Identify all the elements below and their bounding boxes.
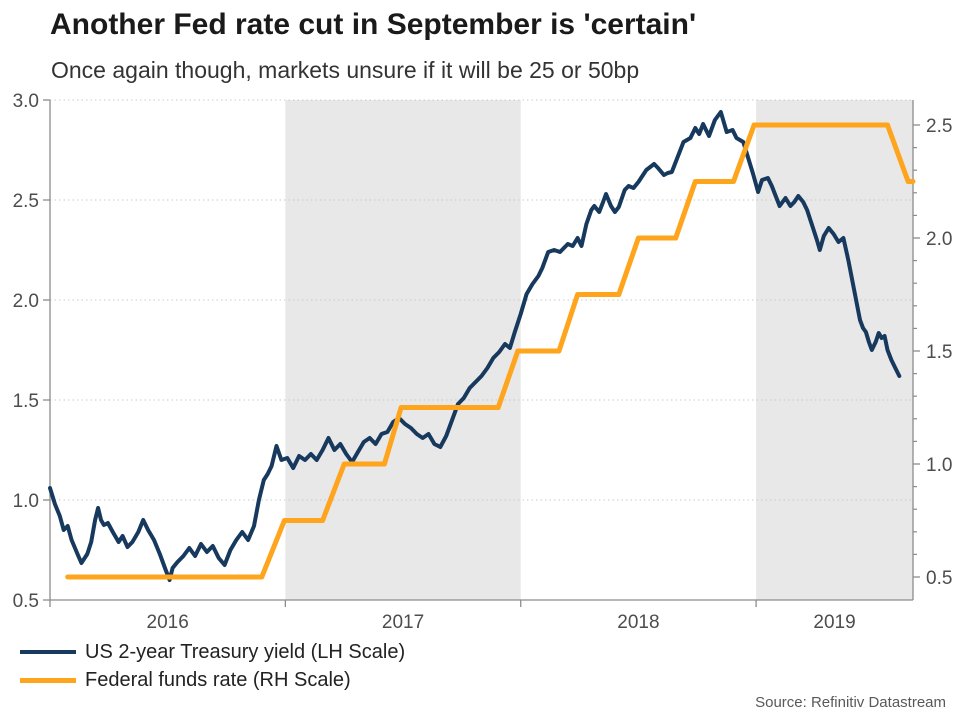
x-year-label: 2017 xyxy=(382,612,424,633)
y-left-tick-label: 2.0 xyxy=(13,291,39,312)
y-axis-right: 0.5 1.0 1.5 2.0 2.5 xyxy=(913,116,952,589)
fed-funds-line xyxy=(65,122,916,580)
y-right-tick-label: 0.5 xyxy=(926,568,952,589)
shaded-band xyxy=(285,100,521,600)
x-axis: 2016 2017 2018 2019 xyxy=(49,600,856,633)
y-right-tick-label: 2.5 xyxy=(926,116,952,137)
x-year-label: 2019 xyxy=(813,612,855,633)
legend-item-treasury: US 2-year Treasury yield (LH Scale) xyxy=(20,638,405,666)
y-axis-left: 0.5 1.0 1.5 2.0 2.5 3.0 xyxy=(13,91,50,612)
fedfunds-line-swatch xyxy=(20,677,76,683)
chart-subtitle: Once again though, markets unsure if it … xyxy=(51,57,640,83)
y-left-tick-label: 2.5 xyxy=(13,191,39,212)
y-right-tick-label: 1.5 xyxy=(926,342,952,363)
year-shading-bands xyxy=(285,100,913,600)
treasury-yield-line xyxy=(48,110,902,582)
page-title: Another Fed rate cut in September is 'ce… xyxy=(50,8,697,41)
legend-label-fedfunds: Federal funds rate (RH Scale) xyxy=(85,668,351,691)
legend: US 2-year Treasury yield (LH Scale) Fede… xyxy=(20,638,405,694)
source-note: Source: Refinitiv Datastream xyxy=(755,694,946,711)
x-year-label: 2016 xyxy=(147,612,189,633)
y-right-tick-label: 2.0 xyxy=(926,229,952,250)
treasury-line-swatch xyxy=(20,650,76,654)
legend-item-fedfunds: Federal funds rate (RH Scale) xyxy=(20,666,405,694)
y-left-tick-label: 1.5 xyxy=(13,391,39,412)
y-left-tick-label: 1.0 xyxy=(13,491,39,512)
y-left-tick-label: 0.5 xyxy=(13,591,39,612)
y-right-tick-label: 1.0 xyxy=(926,455,952,476)
y-left-tick-label: 3.0 xyxy=(13,91,39,112)
legend-label-treasury: US 2-year Treasury yield (LH Scale) xyxy=(85,640,406,663)
x-year-label: 2018 xyxy=(617,612,659,633)
